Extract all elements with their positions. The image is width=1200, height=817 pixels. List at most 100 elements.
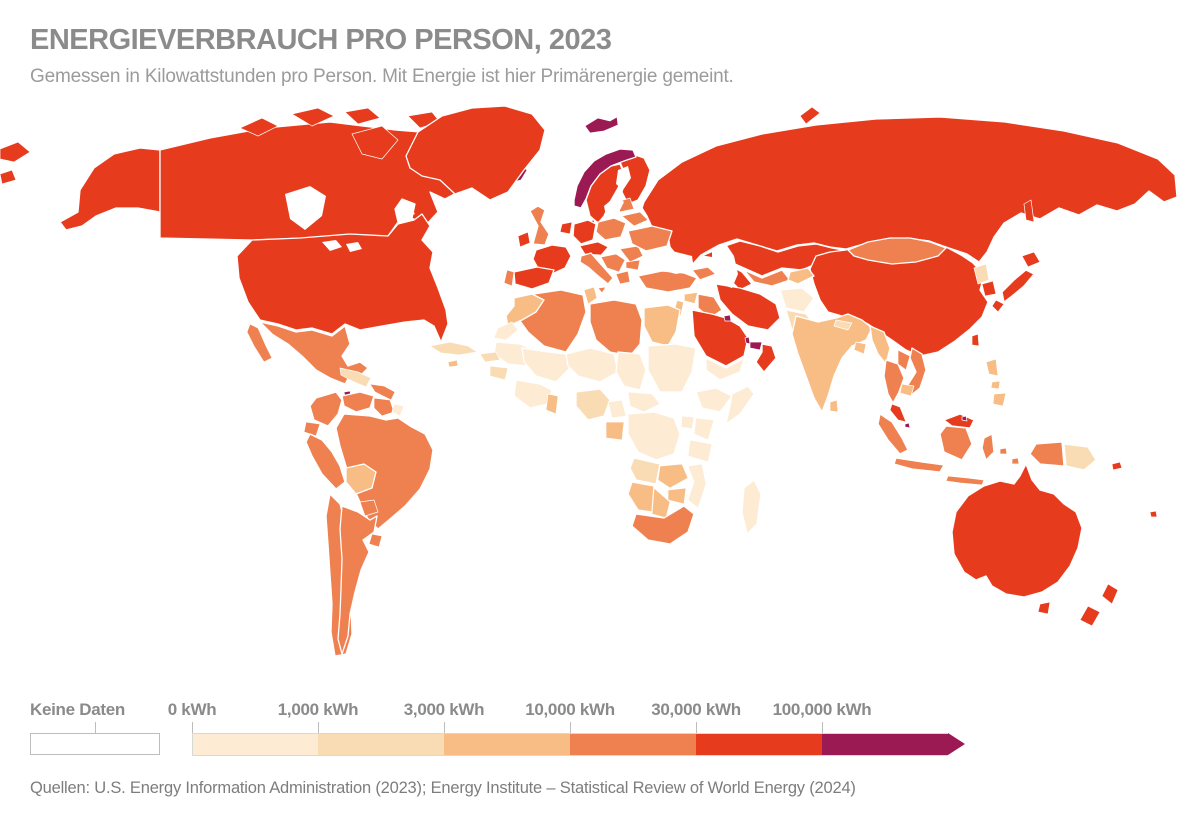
region-visayas[interactable]: [990, 380, 1001, 390]
region-botswana[interactable]: [651, 487, 671, 519]
region-honshu[interactable]: [1001, 269, 1035, 303]
region-brunei[interactable]: [961, 415, 968, 422]
region-taiwan[interactable]: [971, 333, 980, 347]
region-syria[interactable]: [683, 291, 699, 305]
region-angola[interactable]: [629, 457, 661, 485]
region-malaysia-peninsula[interactable]: [889, 403, 907, 423]
region-bolivia[interactable]: [345, 463, 377, 495]
region-venezuela[interactable]: [341, 391, 375, 413]
region-sudan[interactable]: [647, 343, 697, 393]
region-ecuador[interactable]: [303, 421, 321, 437]
region-nz-south-island[interactable]: [1079, 605, 1101, 627]
region-alaska[interactable]: [59, 147, 161, 231]
region-russia[interactable]: [641, 116, 1178, 268]
region-zambia[interactable]: [657, 463, 689, 489]
region-central-america-south[interactable]: [369, 383, 396, 401]
region-sumatra[interactable]: [877, 413, 909, 455]
legend-bin-2[interactable]: [444, 733, 570, 756]
region-mindanao[interactable]: [992, 392, 1007, 407]
region-uganda[interactable]: [680, 415, 695, 430]
region-kyrgyzstan-tajikistan[interactable]: [787, 267, 815, 285]
region-maluku-2[interactable]: [1011, 457, 1020, 465]
region-canada[interactable]: [159, 121, 471, 241]
region-jamaica[interactable]: [447, 359, 459, 368]
region-papua-new-guinea[interactable]: [1063, 443, 1097, 471]
region-uae[interactable]: [749, 341, 763, 351]
region-arctic-island-1[interactable]: [239, 117, 279, 137]
region-oman[interactable]: [755, 343, 777, 373]
region-sri-lanka[interactable]: [829, 399, 839, 413]
region-madagascar[interactable]: [741, 479, 762, 535]
region-cameroon[interactable]: [607, 399, 627, 419]
region-czechia-austria[interactable]: [579, 241, 609, 256]
region-zimbabwe[interactable]: [667, 487, 687, 505]
region-saudi-arabia[interactable]: [691, 309, 749, 367]
region-svalbard[interactable]: [584, 116, 619, 134]
region-lesser-sunda[interactable]: [945, 475, 985, 486]
region-balkans[interactable]: [600, 253, 626, 273]
region-yemen[interactable]: [705, 357, 745, 381]
region-thailand[interactable]: [883, 359, 905, 404]
region-romania[interactable]: [619, 245, 644, 263]
region-benelux[interactable]: [559, 221, 573, 235]
region-ethiopia[interactable]: [695, 387, 733, 413]
region-poland[interactable]: [595, 217, 627, 241]
region-niger[interactable]: [565, 347, 619, 383]
region-sulawesi[interactable]: [981, 433, 995, 461]
region-afghanistan[interactable]: [779, 287, 815, 313]
region-portugal[interactable]: [503, 269, 515, 287]
region-cambodia[interactable]: [899, 383, 915, 397]
region-somalia[interactable]: [725, 385, 755, 425]
region-colombia[interactable]: [309, 391, 343, 427]
region-mozambique[interactable]: [687, 463, 707, 509]
region-french-guiana[interactable]: [391, 403, 405, 417]
region-argentina[interactable]: [337, 505, 378, 655]
legend-bin-0[interactable]: [192, 733, 318, 756]
legend-bin-4[interactable]: [696, 733, 822, 756]
region-qatar[interactable]: [744, 336, 751, 345]
region-chukotka[interactable]: [0, 141, 31, 163]
region-dr-congo[interactable]: [627, 411, 681, 461]
region-west-papua[interactable]: [1029, 441, 1065, 467]
region-luzon[interactable]: [985, 358, 999, 377]
region-mongolia[interactable]: [847, 237, 947, 265]
region-kyushu[interactable]: [991, 299, 1005, 313]
region-brazil[interactable]: [335, 413, 434, 530]
region-paraguay[interactable]: [359, 499, 379, 517]
region-hispaniola[interactable]: [479, 351, 501, 363]
region-bangladesh[interactable]: [853, 341, 867, 355]
region-kalimantan[interactable]: [939, 425, 973, 461]
region-italy[interactable]: [579, 252, 614, 285]
region-tasmania[interactable]: [1037, 601, 1051, 615]
region-spain[interactable]: [513, 266, 555, 290]
region-turkey[interactable]: [637, 270, 698, 293]
region-tanzania[interactable]: [687, 439, 713, 463]
region-morocco[interactable]: [505, 293, 545, 327]
region-central-african-republic[interactable]: [627, 391, 661, 413]
region-peru[interactable]: [305, 433, 346, 490]
region-baja-california[interactable]: [246, 323, 273, 363]
region-senegal[interactable]: [489, 365, 509, 381]
region-greece[interactable]: [615, 270, 631, 285]
region-germany[interactable]: [572, 219, 597, 245]
region-north-korea[interactable]: [973, 263, 990, 285]
region-namibia[interactable]: [627, 481, 655, 513]
region-ukraine[interactable]: [627, 225, 673, 252]
legend-bin-3[interactable]: [570, 733, 696, 756]
region-cuba[interactable]: [429, 341, 478, 356]
region-ireland[interactable]: [517, 231, 531, 248]
region-burkina-cote-divoire[interactable]: [513, 379, 553, 409]
region-mali[interactable]: [521, 347, 571, 383]
region-nz-north-island[interactable]: [1101, 583, 1119, 605]
region-south-africa[interactable]: [631, 505, 695, 545]
region-new-caledonia[interactable]: [1111, 461, 1123, 471]
region-kuwait[interactable]: [723, 314, 732, 322]
region-libya[interactable]: [589, 299, 643, 357]
region-nigeria[interactable]: [575, 388, 611, 421]
region-tunisia[interactable]: [583, 286, 598, 305]
region-gabon-congo[interactable]: [605, 421, 625, 441]
region-singapore[interactable]: [904, 422, 911, 429]
region-western-sahara[interactable]: [493, 321, 519, 341]
region-south-korea[interactable]: [981, 280, 997, 297]
region-india[interactable]: [791, 313, 873, 413]
